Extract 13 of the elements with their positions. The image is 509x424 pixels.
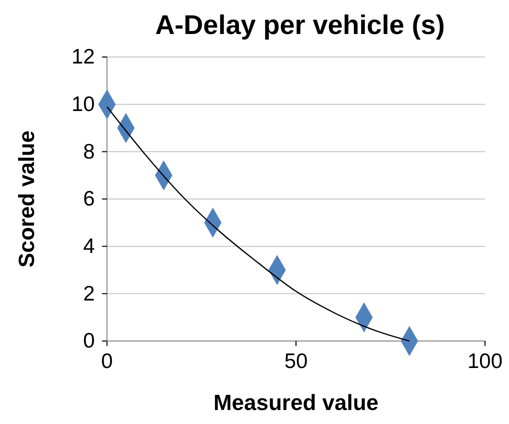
y-axis-title: Scored value xyxy=(14,130,39,268)
y-tick-label: 12 xyxy=(71,46,95,69)
y-tick-label: 10 xyxy=(71,93,95,116)
y-tick-label: 4 xyxy=(83,235,96,258)
y-tick-label: 2 xyxy=(83,282,95,306)
x-tick-label: 0 xyxy=(101,350,113,373)
y-tick-label: 0 xyxy=(83,330,95,353)
x-axis-title: Measured value xyxy=(213,390,379,415)
chart-title: A-Delay per vehicle (s) xyxy=(155,10,445,40)
y-tick-label: 8 xyxy=(83,140,95,164)
y-tick-label: 6 xyxy=(83,188,95,211)
x-tick-label: 100 xyxy=(467,350,503,373)
x-tick-label: 50 xyxy=(284,350,308,373)
